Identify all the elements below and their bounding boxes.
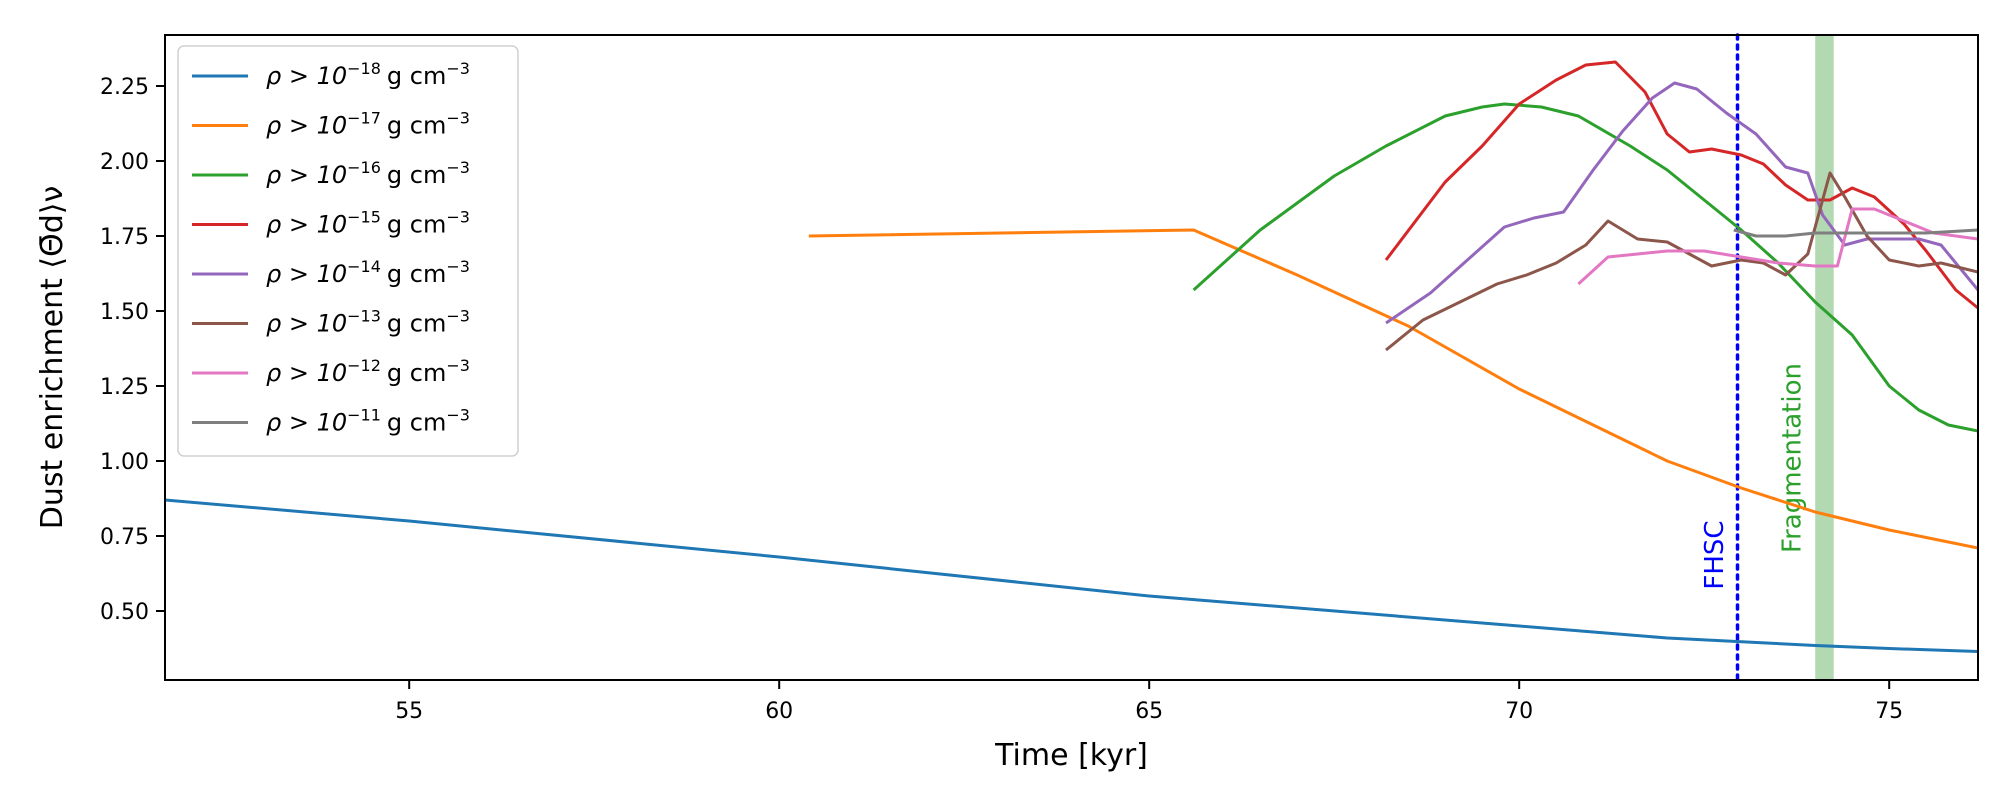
legend-base: ρ > 10 [266, 62, 347, 90]
legend-unit-exp: −3 [446, 307, 470, 326]
x-axis-ticks: 55 60 65 70 75 [395, 680, 1903, 724]
legend-item: ρ > 10−13 g cm−3 [192, 307, 470, 338]
y-tick-label: 1.75 [100, 225, 149, 250]
legend-label: ρ > 10−17 g cm−3 [266, 109, 470, 140]
legend-item: ρ > 10−17 g cm−3 [192, 109, 470, 140]
legend-unit: g cm [387, 112, 446, 140]
legend-unit-exp: −3 [446, 109, 470, 128]
legend-exp: −12 [347, 356, 381, 375]
legend-item: ρ > 10−11 g cm−3 [192, 406, 470, 437]
x-tick-label: 55 [395, 699, 423, 724]
y-tick-label: 0.75 [100, 525, 149, 550]
legend-base: ρ > 10 [266, 112, 347, 140]
legend-exp: −13 [347, 307, 381, 326]
series-line-2 [1192, 102, 1978, 433]
legend-box [177, 45, 519, 457]
legend-label: ρ > 10−16 g cm−3 [266, 158, 470, 189]
y-tick-label: 1.00 [100, 450, 149, 475]
legend-unit-exp: −3 [446, 257, 470, 276]
legend-base: ρ > 10 [266, 310, 347, 338]
legend-exp: −15 [347, 208, 381, 227]
fragmentation-span [1815, 35, 1834, 680]
legend-item: ρ > 10−12 g cm−3 [192, 356, 470, 387]
legend-base: ρ > 10 [266, 161, 347, 189]
legend-unit: g cm [387, 62, 446, 90]
legend-base: ρ > 10 [266, 409, 347, 437]
legend-exp: −11 [347, 406, 381, 425]
series-line-1 [808, 228, 1978, 550]
plot-area: FHSC Fragmentation [164, 33, 1979, 682]
legend-label: ρ > 10−15 g cm−3 [266, 208, 470, 239]
x-tick-label: 70 [1505, 699, 1533, 724]
x-tick-label: 65 [1135, 699, 1163, 724]
legend-unit: g cm [387, 211, 446, 239]
series-line-6 [1577, 207, 1978, 286]
series-line-3 [1384, 60, 1978, 310]
legend-unit-exp: −3 [446, 158, 470, 177]
legend-item: ρ > 10−18 g cm−3 [192, 59, 470, 90]
series-line-5 [1385, 171, 1978, 352]
legend-exp: −14 [347, 257, 381, 276]
legend-unit-exp: −3 [446, 356, 470, 375]
fragmentation-label: Fragmentation [1778, 363, 1808, 553]
legend-exp: −18 [347, 59, 381, 78]
legend-label: ρ > 10−18 g cm−3 [266, 59, 470, 90]
y-tick-label: 1.25 [100, 375, 149, 400]
legend-label: ρ > 10−14 g cm−3 [266, 257, 470, 288]
x-axis-label: Time [kyr] [994, 738, 1148, 773]
y-axis-ticks: 0.50 0.75 1.00 1.25 1.50 1.75 2.00 2.25 [100, 75, 165, 625]
legend: ρ > 10−18 g cm−3ρ > 10−17 g cm−3ρ > 10−16 g… [177, 45, 519, 457]
legend-item: ρ > 10−16 g cm−3 [192, 158, 470, 189]
y-tick-label: 0.50 [100, 600, 149, 625]
y-tick-label: 2.00 [100, 150, 149, 175]
legend-label: ρ > 10−12 g cm−3 [266, 356, 470, 387]
series-lines [165, 60, 1978, 653]
y-tick-label: 2.25 [100, 75, 149, 100]
legend-label: ρ > 10−11 g cm−3 [266, 406, 470, 437]
legend-item: ρ > 10−15 g cm−3 [192, 208, 470, 239]
fhsc-label: FHSC [1700, 520, 1730, 589]
legend-label: ρ > 10−13 g cm−3 [266, 307, 470, 338]
series-line-4 [1385, 81, 1978, 325]
x-tick-label: 75 [1875, 699, 1903, 724]
legend-exp: −17 [347, 109, 381, 128]
series-line-0 [165, 498, 1978, 653]
y-tick-label: 1.50 [100, 300, 149, 325]
legend-unit: g cm [387, 260, 446, 288]
legend-unit: g cm [387, 359, 446, 387]
y-axis-label: Dust enrichment ⟨Θ̄d⟩ν [35, 186, 70, 530]
legend-unit: g cm [387, 310, 446, 338]
legend-base: ρ > 10 [266, 260, 347, 288]
x-tick-label: 60 [765, 699, 793, 724]
legend-base: ρ > 10 [266, 359, 347, 387]
axes-frame [164, 34, 1979, 681]
legend-unit: g cm [387, 161, 446, 189]
legend-unit-exp: −3 [446, 406, 470, 425]
series-line-7 [1733, 228, 1978, 238]
legend-unit-exp: −3 [446, 59, 470, 78]
legend-exp: −16 [347, 158, 381, 177]
legend-item: ρ > 10−14 g cm−3 [192, 257, 470, 288]
legend-base: ρ > 10 [266, 211, 347, 239]
legend-unit: g cm [387, 409, 446, 437]
legend-unit-exp: −3 [446, 208, 470, 227]
